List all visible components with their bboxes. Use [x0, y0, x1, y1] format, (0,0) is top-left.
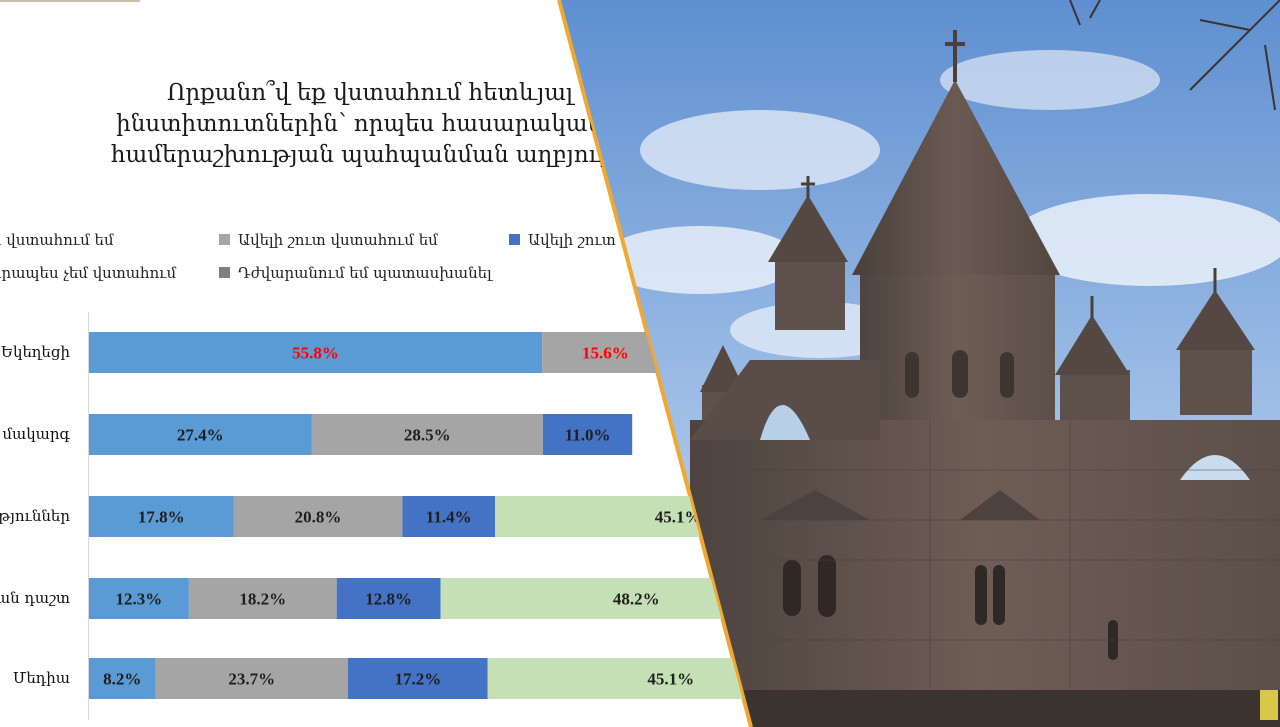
bar-value-label: 12.8%: [365, 590, 412, 609]
bar-segment: [188, 578, 337, 619]
bar-value-label: 17.2%: [395, 670, 442, 689]
category-label: թյուններ: [0, 507, 70, 525]
category-label: մակարգ: [2, 425, 70, 443]
bar-value-label: 8.2%: [103, 670, 141, 689]
bar-value-label: 11.0%: [565, 426, 611, 445]
category-axis-line: [88, 312, 89, 720]
legend-item-4: նրապես չեմ վստահում: [0, 264, 176, 282]
bar-segment: [155, 658, 348, 699]
legend-label: Ավելի շուտ վստահում եմ: [238, 231, 438, 249]
bar-segment: [311, 414, 543, 455]
bar-segment: [89, 332, 543, 373]
chart-title: Որքանո՞վ եք վստահում հետևյալ ինստիտուտնե…: [60, 78, 680, 171]
bar-segment: [487, 658, 750, 699]
top-rule: [0, 0, 140, 2]
bar-segment: [542, 414, 633, 455]
bar-segment: [89, 496, 234, 537]
bar-value-label: 20.8%: [295, 508, 342, 527]
bar-segment: [348, 658, 488, 699]
bar-value-label: 55.8%: [292, 344, 339, 363]
bar-value-label: 45.1%: [647, 670, 694, 689]
legend-label: նրապես չեմ վստահում: [0, 264, 177, 282]
legend-item-1: ն վստահում եմ: [0, 231, 114, 249]
legend-label: Դժվարանում եմ պատասխանել: [238, 264, 492, 282]
legend-item-5: Դժվարանում եմ պատասխանել: [219, 264, 492, 282]
chart-title-line-2: ինստիտուտներին՝ որպես հասարակակա: [116, 111, 624, 137]
category-label: ան դաշտ: [0, 589, 70, 607]
legend-swatch: [509, 234, 520, 245]
legend-label: ն վստահում եմ: [0, 231, 114, 249]
bar-segment: [89, 414, 312, 455]
bar-value-label: 27.4%: [177, 426, 224, 445]
legend-label: Ավելի շուտ: [528, 231, 616, 249]
bar-value-label: 28.5%: [404, 426, 451, 445]
bar-value-label: 15.6%: [582, 344, 629, 363]
category-label: Եկեղեցի: [0, 343, 70, 361]
bar-segment: [402, 496, 495, 537]
bar-segment: [233, 496, 403, 537]
chart-title-line-1: Որքանո՞վ եք վստահում հետևյալ: [166, 80, 574, 106]
bar-segment: [440, 578, 750, 619]
bar-segment: [89, 658, 156, 699]
bar-value-label: 11.4%: [426, 508, 472, 527]
category-label: Մեդիա: [12, 669, 70, 687]
bar-segment: [89, 578, 189, 619]
bar-value-label: 18.2%: [239, 590, 286, 609]
legend-swatch: [219, 234, 230, 245]
bar-segment: [336, 578, 441, 619]
bar-value-label: 12.3%: [116, 590, 163, 609]
legend-swatch: [219, 267, 230, 278]
legend-item-3: Ավելի շուտ: [509, 231, 616, 249]
bar-value-label: 23.7%: [228, 670, 275, 689]
chart-title-line-3: համերաշխության պահպանման աղբյուրն: [110, 142, 630, 168]
bar-value-label: 45.1%: [655, 508, 702, 527]
legend-item-2: Ավելի շուտ վստահում եմ: [219, 231, 438, 249]
bar-value-label: 17.8%: [138, 508, 185, 527]
bar-value-label: 48.2%: [613, 590, 660, 609]
